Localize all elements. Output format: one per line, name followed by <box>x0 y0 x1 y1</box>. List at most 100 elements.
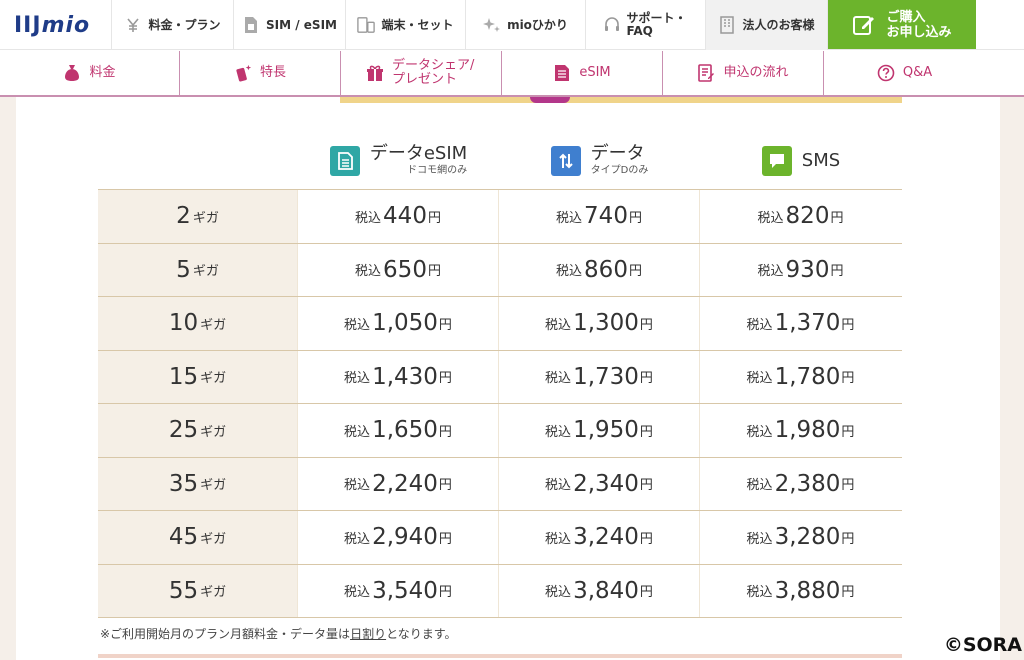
price-cell: 税込 2,380 円 <box>700 458 901 511</box>
column-header-data-esim: データeSIM ドコモ網のみ <box>298 133 499 189</box>
tax-included-label: 税込 <box>545 528 571 547</box>
column-subtitle: ドコモ網のみ <box>370 164 467 178</box>
chat-icon <box>762 146 792 176</box>
price-value: 3,880 <box>775 578 841 604</box>
sub-nav-features[interactable]: 特長 <box>180 51 341 95</box>
tax-included-label: 税込 <box>747 581 773 600</box>
price-cell: 税込 1,780 円 <box>700 351 901 404</box>
updown-arrows-icon <box>551 146 581 176</box>
yen-unit: 円 <box>428 260 441 279</box>
sub-nav-qa[interactable]: Q&A <box>824 51 985 95</box>
tax-included-label: 税込 <box>344 421 370 440</box>
top-nav-devices[interactable]: 端末・セット <box>346 0 466 50</box>
price-table: データeSIM ドコモ網のみ データ タイプDのみ SMS 2 ギガ 税込 440 円税込 7… <box>98 133 902 618</box>
gb-unit: ギガ <box>200 474 226 493</box>
price-cell: 税込 2,340 円 <box>499 458 700 511</box>
sub-nav-label: 申込の流れ <box>723 66 788 80</box>
column-title: データeSIM <box>370 144 467 164</box>
column-title: SMS <box>802 151 840 171</box>
tax-included-label: 税込 <box>545 421 571 440</box>
price-value: 3,540 <box>372 578 438 604</box>
table-row: 10 ギガ 税込 1,050 円税込 1,300 円税込 1,370 円 <box>98 297 902 351</box>
purchase-apply-button[interactable]: ご購入 お申し込み <box>828 0 976 49</box>
tax-included-label: 税込 <box>747 528 773 547</box>
price-cell: 税込 820 円 <box>700 190 901 243</box>
device-icon <box>357 16 375 34</box>
sub-nav-label: データシェア/プレゼント <box>392 59 476 87</box>
price-value: 1,430 <box>372 364 438 390</box>
top-navigation: IIJmio 料金・プラン SIM / eSIM 端末・セット mioひかり サ… <box>0 0 1024 50</box>
gb-value: 35 <box>169 471 198 497</box>
footnote-text-end: となります。 <box>386 627 456 641</box>
gift-icon <box>366 64 384 82</box>
top-nav-mio-hikari[interactable]: mioひかり <box>466 0 586 50</box>
price-value: 2,380 <box>775 471 841 497</box>
gb-unit: ギガ <box>200 314 226 333</box>
yen-unit: 円 <box>439 421 452 440</box>
headset-icon <box>603 16 621 34</box>
footnote: ※ご利用開始月のプラン月額料金・データ量は日割りとなります。 <box>100 625 457 642</box>
footer-rule <box>98 654 902 658</box>
daily-proration-link[interactable]: 日割り <box>350 627 386 641</box>
tax-included-label: 税込 <box>556 260 582 279</box>
sub-nav-esim[interactable]: eSIM <box>502 51 663 95</box>
table-row: 5 ギガ 税込 650 円税込 860 円税込 930 円 <box>98 244 902 298</box>
footnote-text: ※ご利用開始月のプラン月額料金・データ量は <box>100 627 350 641</box>
tax-included-label: 税込 <box>747 474 773 493</box>
price-value: 3,840 <box>573 578 639 604</box>
price-value: 930 <box>786 257 830 283</box>
sub-nav-data-share[interactable]: データシェア/プレゼント <box>341 51 502 95</box>
table-row: 45 ギガ 税込 2,940 円税込 3,240 円税込 3,280 円 <box>98 511 902 565</box>
table-row: 15 ギガ 税込 1,430 円税込 1,730 円税込 1,780 円 <box>98 351 902 405</box>
sparkle-icon <box>483 16 501 34</box>
table-row: 35 ギガ 税込 2,240 円税込 2,340 円税込 2,380 円 <box>98 458 902 512</box>
top-nav-sim-esim[interactable]: SIM / eSIM <box>234 0 346 50</box>
esim-icon <box>330 146 360 176</box>
yen-icon <box>124 16 142 34</box>
building-icon <box>718 16 736 34</box>
tax-included-label: 税込 <box>344 474 370 493</box>
table-row: 25 ギガ 税込 1,650 円税込 1,950 円税込 1,980 円 <box>98 404 902 458</box>
price-cell: 税込 740 円 <box>499 190 700 243</box>
data-amount-cell: 25 ギガ <box>98 404 298 457</box>
price-cell: 税込 1,050 円 <box>298 297 499 350</box>
price-value: 2,940 <box>372 524 438 550</box>
top-nav-business[interactable]: 法人のお客様 <box>706 0 828 50</box>
yen-unit: 円 <box>841 421 854 440</box>
tax-included-label: 税込 <box>747 367 773 386</box>
price-value: 1,730 <box>573 364 639 390</box>
price-value: 440 <box>383 203 427 229</box>
buy-line-1: ご購入 <box>886 10 925 25</box>
price-value: 3,240 <box>573 524 639 550</box>
sub-nav-price[interactable]: 料金 <box>0 51 180 95</box>
price-cell: 税込 1,730 円 <box>499 351 700 404</box>
watermark: ©SORA <box>944 634 1022 656</box>
price-cell: 税込 1,950 円 <box>499 404 700 457</box>
tax-included-label: 税込 <box>545 474 571 493</box>
gb-value: 55 <box>169 578 198 604</box>
buy-line-2: お申し込み <box>886 25 951 40</box>
price-value: 1,950 <box>573 417 639 443</box>
page-gutter-right <box>1000 97 1024 660</box>
column-title: データ <box>591 144 649 164</box>
gb-value: 15 <box>169 364 198 390</box>
iijmio-logo[interactable]: IIJmio <box>0 0 112 50</box>
table-body: 2 ギガ 税込 440 円税込 740 円税込 820 円 5 ギガ 税込 650 円税込 860 円税込 93… <box>98 189 902 618</box>
sub-nav-label: eSIM <box>579 66 610 80</box>
top-nav-price-plan[interactable]: 料金・プラン <box>112 0 234 50</box>
table-row: 55 ギガ 税込 3,540 円税込 3,840 円税込 3,880 円 <box>98 565 902 619</box>
yen-unit: 円 <box>439 367 452 386</box>
page-gutter-left <box>0 97 16 660</box>
yen-unit: 円 <box>439 528 452 547</box>
tax-included-label: 税込 <box>344 581 370 600</box>
top-nav-support-faq[interactable]: サポート・FAQ <box>586 0 706 50</box>
data-amount-cell: 10 ギガ <box>98 297 298 350</box>
price-cell: 税込 3,240 円 <box>499 511 700 564</box>
price-cell: 税込 1,980 円 <box>700 404 901 457</box>
yen-unit: 円 <box>439 474 452 493</box>
gb-value: 2 <box>176 203 191 229</box>
logo-main: IIJ <box>14 13 42 38</box>
sub-nav-application-flow[interactable]: 申込の流れ <box>663 51 824 95</box>
top-nav-label: 端末・セット <box>381 19 453 32</box>
price-cell: 税込 1,650 円 <box>298 404 499 457</box>
